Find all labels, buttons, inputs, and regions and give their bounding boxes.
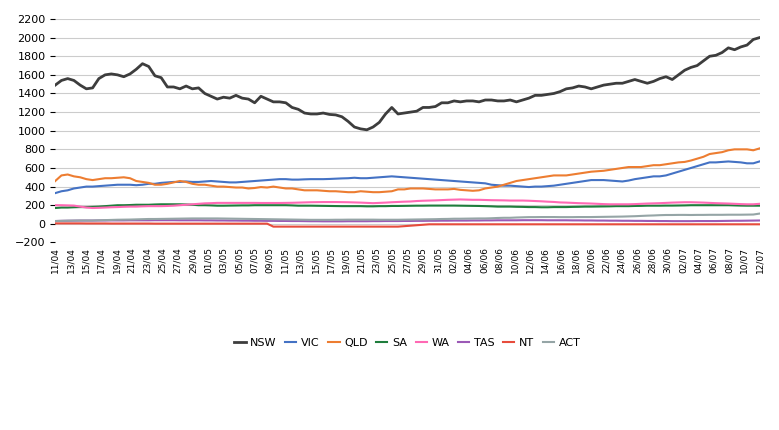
ACT bbox=[506, 215, 515, 220]
NSW bbox=[250, 100, 259, 105]
NT bbox=[132, 221, 141, 226]
TAS bbox=[755, 218, 764, 223]
ACT bbox=[132, 217, 141, 222]
SA bbox=[132, 202, 141, 207]
SA bbox=[157, 202, 166, 207]
WA bbox=[518, 198, 527, 203]
SA bbox=[331, 203, 340, 209]
SA bbox=[51, 206, 60, 211]
ACT bbox=[244, 216, 253, 221]
VIC bbox=[132, 183, 141, 188]
Line: NSW: NSW bbox=[55, 37, 760, 130]
NT bbox=[331, 224, 340, 229]
WA bbox=[88, 206, 97, 211]
NT bbox=[593, 222, 602, 227]
Legend: NSW, VIC, QLD, SA, WA, TAS, NT, ACT: NSW, VIC, QLD, SA, WA, TAS, NT, ACT bbox=[230, 333, 585, 353]
SA bbox=[593, 204, 602, 209]
Line: ACT: ACT bbox=[55, 214, 760, 221]
Line: SA: SA bbox=[55, 204, 760, 208]
ACT bbox=[51, 218, 60, 224]
ACT bbox=[755, 211, 764, 216]
NSW bbox=[325, 112, 334, 117]
TAS bbox=[256, 218, 266, 223]
SA bbox=[512, 204, 521, 209]
SA bbox=[250, 203, 259, 208]
NT bbox=[755, 222, 764, 227]
QLD bbox=[51, 178, 60, 184]
Line: QLD: QLD bbox=[55, 148, 760, 192]
NT bbox=[269, 224, 278, 229]
NSW bbox=[593, 84, 602, 89]
QLD bbox=[250, 185, 259, 190]
WA bbox=[331, 200, 340, 205]
NSW bbox=[51, 83, 60, 88]
TAS bbox=[518, 218, 527, 223]
VIC bbox=[51, 190, 60, 196]
WA bbox=[599, 202, 608, 207]
TAS bbox=[319, 219, 328, 224]
VIC bbox=[244, 179, 253, 184]
Line: NT: NT bbox=[55, 223, 760, 227]
QLD bbox=[132, 178, 141, 184]
TAS bbox=[599, 218, 608, 223]
WA bbox=[51, 203, 60, 208]
NSW bbox=[362, 127, 372, 132]
VIC bbox=[755, 159, 764, 164]
QLD bbox=[344, 190, 353, 195]
WA bbox=[250, 200, 259, 206]
NT bbox=[244, 221, 253, 226]
TAS bbox=[250, 218, 259, 223]
WA bbox=[256, 200, 266, 206]
VIC bbox=[506, 183, 515, 188]
Line: TAS: TAS bbox=[55, 220, 760, 221]
Line: WA: WA bbox=[55, 200, 760, 208]
QLD bbox=[593, 169, 602, 174]
NT bbox=[51, 221, 60, 226]
NSW bbox=[244, 96, 253, 101]
TAS bbox=[51, 218, 60, 224]
TAS bbox=[337, 219, 347, 224]
WA bbox=[138, 204, 147, 209]
NT bbox=[512, 222, 521, 227]
QLD bbox=[755, 146, 764, 151]
QLD bbox=[244, 186, 253, 191]
VIC bbox=[325, 176, 334, 181]
ACT bbox=[250, 216, 259, 221]
TAS bbox=[150, 218, 160, 223]
SA bbox=[755, 203, 764, 208]
ACT bbox=[587, 215, 596, 220]
NT bbox=[250, 221, 259, 226]
NSW bbox=[755, 35, 764, 40]
VIC bbox=[724, 159, 733, 164]
QLD bbox=[512, 178, 521, 184]
Line: VIC: VIC bbox=[55, 161, 760, 193]
WA bbox=[755, 201, 764, 206]
QLD bbox=[325, 189, 334, 194]
NSW bbox=[512, 99, 521, 104]
WA bbox=[456, 197, 465, 202]
VIC bbox=[250, 178, 259, 184]
ACT bbox=[325, 217, 334, 222]
VIC bbox=[587, 178, 596, 183]
SA bbox=[256, 203, 266, 208]
NSW bbox=[132, 67, 141, 72]
TAS bbox=[132, 218, 141, 223]
